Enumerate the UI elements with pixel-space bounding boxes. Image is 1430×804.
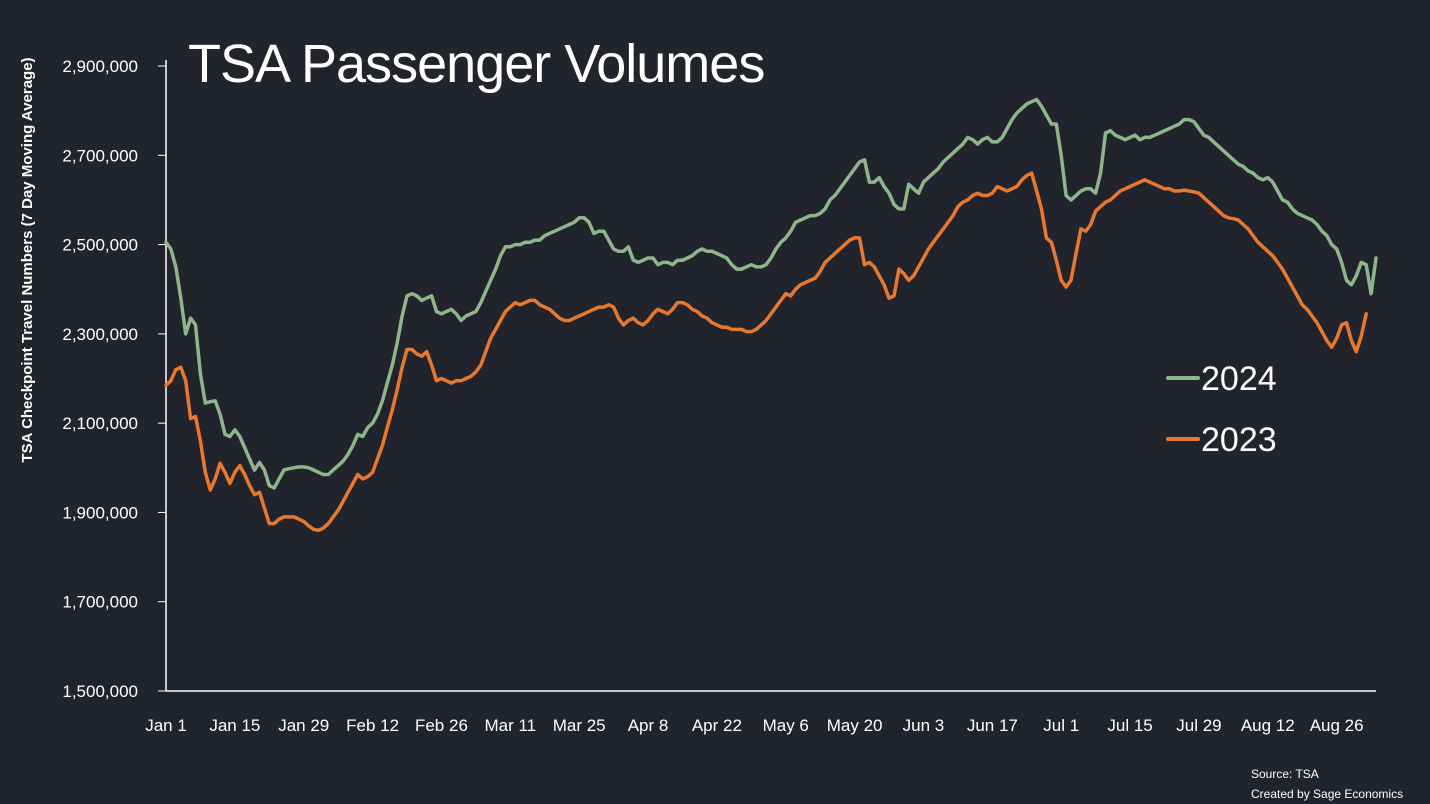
series-line-2024 — [164, 97, 1378, 490]
x-tick-label: May 6 — [763, 716, 809, 735]
y-tick-label: 2,700,000 — [62, 146, 138, 165]
source-note: Source: TSA — [1251, 767, 1319, 781]
x-tick-label: Mar 11 — [484, 716, 536, 735]
y-axis-label: TSA Checkpoint Travel Numbers (7 Day Mov… — [19, 57, 36, 462]
x-tick-label: Apr 8 — [628, 716, 669, 735]
x-tick-label: Feb 26 — [415, 716, 468, 735]
x-tick-label: Apr 22 — [692, 716, 742, 735]
chart-title: TSA Passenger Volumes — [188, 34, 764, 94]
x-ticks: Jan 1 Jan 15 Jan 29 Feb 12 Feb 26 Mar 11 Mar 2… — [145, 716, 1363, 735]
series-lines — [164, 97, 1378, 533]
y-tick-label: 2,300,000 — [62, 325, 138, 344]
credit-note: Created by Sage Economics — [1251, 787, 1403, 801]
y-tick-label: 2,100,000 — [62, 414, 138, 433]
y-tick-label: 1,700,000 — [62, 593, 138, 612]
x-tick-label: Aug 26 — [1310, 716, 1364, 735]
x-tick-label: Mar 25 — [553, 716, 606, 735]
legend-label-2024: 2024 — [1201, 360, 1277, 398]
x-tick-label: Aug 12 — [1241, 716, 1295, 735]
x-tick-label: Jan 29 — [278, 716, 329, 735]
x-tick-label: May 20 — [827, 716, 883, 735]
series-line-2023 — [164, 171, 1368, 533]
x-tick-label: Jan 15 — [209, 716, 260, 735]
y-tick-label: 2,900,000 — [62, 57, 138, 76]
x-tick-label: Jul 1 — [1043, 716, 1079, 735]
x-tick-label: Jul 29 — [1176, 716, 1221, 735]
x-tick-label: Jul 15 — [1107, 716, 1152, 735]
y-tick-label: 2,500,000 — [62, 236, 138, 255]
legend: 2024 2023 — [1166, 360, 1277, 459]
y-ticks: 1,500,000 1,700,000 1,900,000 2,100,000 2,30… — [62, 57, 166, 701]
x-tick-label: Jun 17 — [967, 716, 1018, 735]
x-tick-label: Jun 3 — [903, 716, 945, 735]
x-tick-label: Jan 1 — [145, 716, 187, 735]
x-tick-label: Feb 12 — [346, 716, 399, 735]
y-tick-label: 1,500,000 — [62, 682, 138, 701]
y-tick-label: 1,900,000 — [62, 503, 138, 522]
legend-label-2023: 2023 — [1201, 421, 1277, 459]
